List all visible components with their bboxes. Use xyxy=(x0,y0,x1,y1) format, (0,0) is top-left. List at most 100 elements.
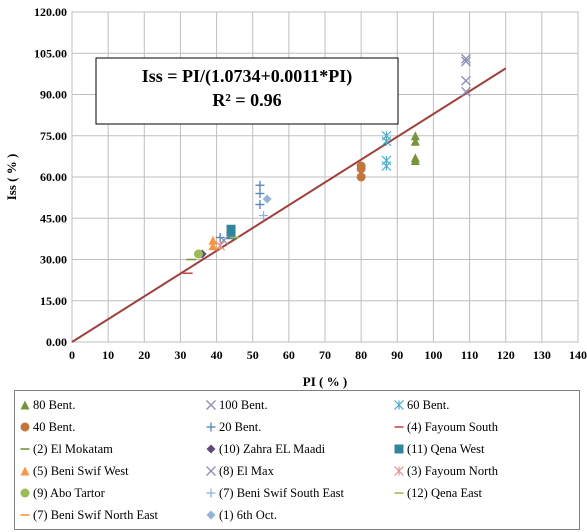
legend-label: (7) Beni Swif South East xyxy=(219,485,344,500)
data-point xyxy=(259,211,269,220)
legend-label: (11) Qena West xyxy=(407,441,485,456)
x-tick-labels: 0 10 20 30 40 50 60 70 80 90 100 110 120 130 140 xyxy=(69,348,587,362)
data-point xyxy=(381,136,392,147)
y-tick-label: 105.00 xyxy=(34,46,67,60)
data-point xyxy=(218,235,229,246)
x-axis-label: PI ( % ) xyxy=(303,374,347,389)
legend-label: (1) 6th Oct. xyxy=(219,507,277,522)
legend-label: 20 Bent. xyxy=(219,419,262,434)
legend-item: 100 Bent. xyxy=(205,395,268,415)
legend-item: (1) 6th Oct. xyxy=(205,505,277,525)
data-point xyxy=(208,235,218,245)
data-point xyxy=(194,249,203,259)
data-point xyxy=(460,75,471,86)
x-tick-label: 80 xyxy=(355,348,367,362)
legend-marker-icon xyxy=(206,510,216,520)
data-point xyxy=(255,180,265,190)
legend-marker-icon xyxy=(394,426,404,428)
x-tick-label: 120 xyxy=(497,348,515,362)
legend-marker-icon xyxy=(20,422,30,432)
legend-item: (2) El Mokatam xyxy=(19,439,113,459)
x-tick-label: 20 xyxy=(138,348,150,362)
legend-label: (9) Abo Tartor xyxy=(33,485,105,500)
fit-line xyxy=(71,67,507,343)
data-point xyxy=(460,86,471,97)
data-point xyxy=(262,194,272,204)
y-tick-label: 120.00 xyxy=(34,5,67,19)
legend-marker-icon xyxy=(20,466,30,476)
data-point xyxy=(410,153,420,163)
y-tick-label: 60.00 xyxy=(40,170,67,184)
legend-marker-icon xyxy=(394,444,404,454)
data-point xyxy=(226,224,236,234)
legend-marker-icon xyxy=(206,466,216,476)
data-point xyxy=(410,136,420,146)
legend-item: (9) Abo Tartor xyxy=(19,483,105,503)
legend-item: (10) Zahra EL Maadi xyxy=(205,439,325,459)
legend-label: (12) Qena East xyxy=(407,485,482,500)
data-points xyxy=(182,53,471,275)
equation-text: Iss = PI/(1.0734+0.0011*PI) xyxy=(142,66,353,87)
y-tick-label: 0.00 xyxy=(46,335,67,349)
legend-item: (8) El Max xyxy=(205,461,274,481)
legend-marker-icon xyxy=(206,422,216,432)
scatter-chart: 0.00 15.00 30.00 45.00 60.00 75.00 90.00 105.00… xyxy=(4,5,587,389)
y-axis-label: Iss ( % ) xyxy=(4,154,19,201)
legend-label: (3) Fayoum North xyxy=(407,463,498,478)
legend-label: (7) Beni Swif North East xyxy=(33,507,158,522)
legend-marker-icon xyxy=(20,400,30,410)
legend-item: 80 Bent. xyxy=(19,395,75,415)
x-tick-label: 0 xyxy=(69,348,75,362)
equation-box xyxy=(95,57,399,125)
legend-marker-icon xyxy=(394,492,404,494)
x-tick-label: 60 xyxy=(283,348,295,362)
y-tick-label: 15.00 xyxy=(40,294,67,308)
legend-item: (4) Fayoum South xyxy=(393,417,498,437)
data-point xyxy=(460,53,471,64)
data-point xyxy=(226,230,236,240)
x-tick-label: 70 xyxy=(319,348,331,362)
legend-marker-icon xyxy=(206,444,216,454)
legend-label: 80 Bent. xyxy=(33,397,76,412)
legend-item: 40 Bent. xyxy=(19,417,75,437)
y-tick-label: 90.00 xyxy=(40,88,67,102)
legend-marker-icon xyxy=(394,466,404,476)
legend-item: 20 Bent. xyxy=(205,417,261,437)
legend-item: 60 Bent. xyxy=(393,395,449,415)
legend-label: 60 Bent. xyxy=(407,397,450,412)
legend-item: (12) Qena East xyxy=(393,483,482,503)
y-tick-labels: 0.00 15.00 30.00 45.00 60.00 75.00 90.00 105.00… xyxy=(34,5,67,349)
legend-marker-icon xyxy=(20,514,30,516)
data-point xyxy=(255,189,265,198)
legend-label: (2) El Mokatam xyxy=(33,441,113,456)
x-tick-label: 30 xyxy=(174,348,186,362)
x-tick-label: 100 xyxy=(424,348,442,362)
x-tick-label: 10 xyxy=(102,348,114,362)
legend-item: (11) Qena West xyxy=(393,439,484,459)
x-tick-label: 140 xyxy=(569,348,587,362)
legend-label: (8) El Max xyxy=(219,463,274,478)
legend-marker-icon xyxy=(206,400,216,410)
legend-marker-icon xyxy=(206,488,216,498)
chart-legend: 80 Bent. 100 Bent. 60 Bent. 40 Bent. 20 Bent… xyxy=(14,390,580,530)
r-squared-text: R² = 0.96 xyxy=(212,90,281,110)
x-tick-label: 40 xyxy=(211,348,223,362)
legend-marker-icon xyxy=(20,448,30,450)
legend-label: (5) Beni Swif West xyxy=(33,463,129,478)
data-point xyxy=(356,164,366,174)
legend-marker-icon xyxy=(394,400,404,410)
legend-label: (4) Fayoum South xyxy=(407,419,498,434)
legend-item: (3) Fayoum North xyxy=(393,461,498,481)
data-point xyxy=(381,161,392,171)
legend-label: (10) Zahra EL Maadi xyxy=(219,441,326,456)
x-tick-label: 110 xyxy=(461,348,478,362)
legend-label: 100 Bent. xyxy=(219,397,268,412)
x-tick-label: 90 xyxy=(391,348,403,362)
legend-label: 40 Bent. xyxy=(33,419,76,434)
x-tick-label: 130 xyxy=(533,348,551,362)
legend-marker-icon xyxy=(20,488,30,498)
data-point xyxy=(460,56,471,67)
legend-item: (5) Beni Swif West xyxy=(19,461,129,481)
x-tick-label: 50 xyxy=(247,348,259,362)
legend-item: (7) Beni Swif South East xyxy=(205,483,344,503)
